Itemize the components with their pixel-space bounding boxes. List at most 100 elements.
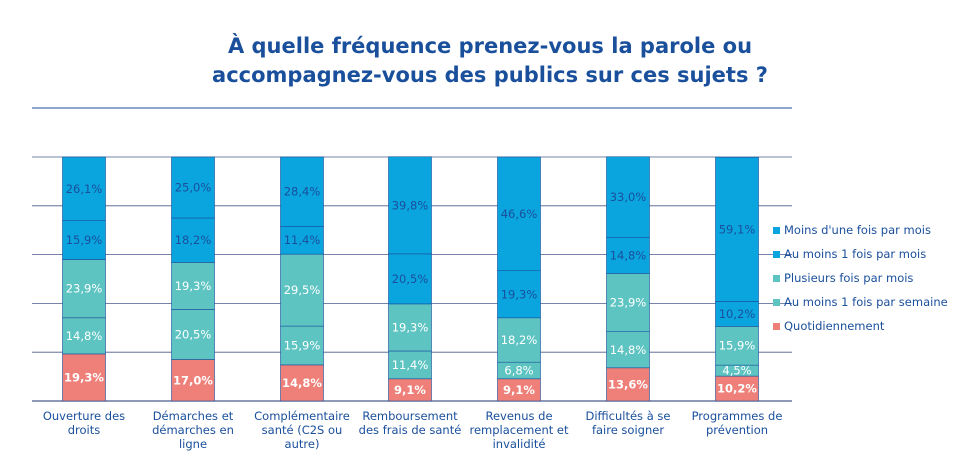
bar-segment: [171, 262, 215, 310]
bar-segment: [388, 350, 432, 380]
category-label: Remboursement des frais de santé: [359, 409, 462, 437]
bar-segment: [171, 156, 215, 219]
bar-segment: [497, 156, 541, 272]
chart-title-line-1: À quelle fréquence prenez-vous la parole…: [227, 34, 753, 58]
bar-segment: [62, 317, 106, 355]
data-label: 14,8%: [66, 329, 103, 343]
bar-segment: [606, 156, 650, 238]
data-label: 14,8%: [610, 248, 647, 262]
data-label: 59,1%: [719, 222, 756, 236]
data-label: 20,5%: [392, 272, 429, 286]
legend-label: Plusieurs fois par mois: [784, 271, 913, 285]
legend: Moins d'une fois par mois Au moins 1 fois…: [773, 223, 948, 333]
data-label: 9,1%: [503, 383, 535, 397]
category-label-line: ligne: [179, 437, 207, 451]
bar-segment: [62, 220, 106, 260]
legend-label: Au moins 1 fois par semaine: [784, 295, 948, 309]
legend-swatch: [773, 275, 780, 282]
category-label: Difficultés à se faire soigner: [586, 409, 671, 437]
bar-segment: [171, 217, 215, 263]
bar-segment: [388, 156, 432, 255]
bar-segment: [606, 273, 650, 333]
data-label: 13,6%: [608, 377, 648, 391]
category-label: Démarches et démarches en ligne: [152, 409, 234, 451]
category-label-line: Remboursement: [362, 409, 458, 423]
data-label: 29,5%: [284, 283, 321, 297]
category-label-line: prévention: [706, 423, 768, 437]
bar-segment: [280, 325, 324, 366]
category-label-line: remplacement et: [469, 423, 568, 437]
category-label-line: santé (C2S ou: [262, 423, 343, 437]
data-label: 18,2%: [175, 233, 212, 247]
category-labels: Ouverture des droits Démarches et démarches…: [43, 409, 783, 451]
data-label: 18,2%: [501, 333, 538, 347]
bar-segment: [606, 367, 650, 402]
data-label: 20,5%: [175, 328, 212, 342]
data-label: 23,9%: [66, 282, 103, 296]
legend-swatch: [773, 299, 780, 306]
legend-swatch: [773, 227, 780, 234]
category-label-line: Revenus de: [485, 409, 552, 423]
category-label-line: autre): [285, 437, 320, 451]
data-label: 11,4%: [284, 233, 321, 247]
chart-title-line-2: accompagnez-vous des publics sur ces suj…: [212, 63, 768, 87]
category-label-line: droits: [68, 423, 101, 437]
data-label: 19,3%: [175, 279, 212, 293]
bar-segment: [715, 156, 759, 302]
data-label: 19,3%: [392, 320, 429, 334]
data-label: 33,0%: [610, 190, 647, 204]
data-label: 14,8%: [610, 343, 647, 357]
data-label: 19,3%: [501, 287, 538, 301]
data-label: 26,1%: [66, 182, 103, 196]
data-label: 39,8%: [392, 198, 429, 212]
category-label-line: démarches en: [152, 423, 234, 437]
data-label: 15,9%: [719, 339, 756, 353]
bar-segment: [62, 353, 106, 402]
chart-title: À quelle fréquence prenez-vous la parole…: [160, 32, 820, 90]
data-label: 14,8%: [282, 376, 322, 390]
bar-segment: [715, 326, 759, 366]
bar-segment: [171, 359, 215, 402]
bar-segment: [606, 331, 650, 369]
data-label: 46,6%: [501, 207, 538, 221]
bar-segment: [171, 309, 215, 360]
bar-segment: [606, 236, 650, 274]
category-label-line: des frais de santé: [359, 423, 462, 437]
bar-segment: [280, 253, 324, 327]
data-label: 15,9%: [284, 338, 321, 352]
data-label: 19,3%: [64, 370, 104, 384]
bar-segment: [388, 303, 432, 352]
data-label: 15,9%: [66, 233, 103, 247]
legend-label: Quotidiennement: [784, 319, 885, 333]
data-label: 10,2%: [717, 382, 757, 396]
bar-segment: [62, 156, 106, 221]
category-label-line: Ouverture des: [43, 409, 125, 423]
bar-segment: [715, 375, 759, 402]
bar-segment: [497, 317, 541, 363]
category-label: Complémentaire santé (C2S ou autre): [254, 409, 350, 451]
category-label: Ouverture des droits: [43, 409, 125, 437]
legend-swatch: [773, 323, 780, 330]
category-label-line: Démarches et: [153, 409, 234, 423]
category-label-line: Difficultés à se: [586, 409, 671, 423]
legend-swatch: [773, 251, 780, 258]
data-label: 28,4%: [284, 185, 321, 199]
category-label-line: Programmes de: [692, 409, 783, 423]
data-label: 17,0%: [173, 373, 213, 387]
legend-label: Au moins 1 fois par mois: [784, 247, 926, 261]
category-label-line: Complémentaire: [254, 409, 350, 423]
data-label: 10,2%: [719, 307, 756, 321]
data-label: 4,5%: [722, 364, 751, 378]
category-label-line: faire soigner: [592, 423, 664, 437]
bars: 19,3% 14,8% 23,9% 15,9% 26,1% 17,0% 20,5% 19,3%…: [62, 156, 759, 402]
legend-label: Moins d'une fois par mois: [784, 223, 931, 237]
data-label: 9,1%: [394, 383, 426, 397]
data-label: 25,0%: [175, 181, 212, 195]
category-label-line: invalidité: [493, 437, 546, 451]
category-label: Programmes de prévention: [692, 409, 783, 437]
data-label: 11,4%: [392, 358, 429, 372]
category-label: Revenus de remplacement et invalidité: [469, 409, 568, 451]
bar-segment: [497, 270, 541, 319]
data-label: 23,9%: [610, 296, 647, 310]
